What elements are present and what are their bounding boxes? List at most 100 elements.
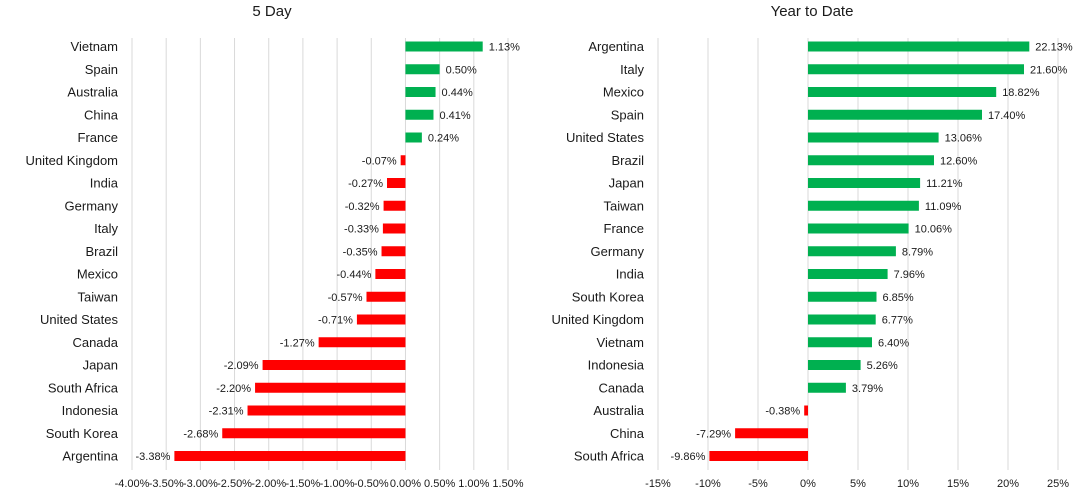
five-day-bar (400, 155, 406, 166)
five-day-category-label: Japan (83, 358, 118, 373)
ytd-data-label: 6.85% (883, 292, 914, 304)
five-day-category-label: Vietnam (71, 39, 118, 54)
five-day-data-label: -3.38% (136, 451, 171, 463)
five-day-tick-label: -2.00% (251, 478, 286, 490)
five-day-category-label: China (84, 107, 119, 122)
five-day-category-label: South Korea (46, 426, 119, 441)
ytd-bar (808, 41, 1030, 52)
ytd-data-label: 17.40% (988, 110, 1026, 122)
ytd-data-label: 18.82% (1002, 87, 1040, 99)
five-day-category-label: Italy (94, 221, 118, 236)
ytd-category-label: United States (566, 130, 645, 145)
five-day-chart: 5 Day Vietnam 1.13% Spain 0.50% Australia 0.44… (26, 3, 524, 490)
ytd-category-label: China (610, 426, 645, 441)
five-day-bar (386, 178, 406, 188)
ytd-data-label: -7.29% (696, 428, 731, 440)
ytd-bar (808, 291, 877, 302)
ytd-category-label: South Africa (574, 449, 645, 464)
five-day-data-label: -0.27% (348, 178, 383, 190)
ytd-bar (808, 337, 872, 348)
five-day-tick-label: -1.50% (285, 478, 320, 490)
ytd-bar (808, 109, 982, 120)
five-day-tick-label: -3.00% (183, 478, 218, 490)
ytd-bar (808, 132, 939, 143)
five-day-data-label: -2.68% (183, 428, 218, 440)
five-day-data-label: -2.31% (209, 406, 244, 418)
five-day-bar (174, 451, 406, 461)
five-day-chart-title: 5 Day (252, 3, 292, 20)
five-day-bar (247, 405, 406, 416)
ytd-category-label: Italy (620, 62, 644, 77)
ytd-bar (808, 155, 934, 166)
five-day-category-label: Mexico (77, 267, 118, 282)
ytd-bar (808, 223, 909, 234)
ytd-bar (808, 178, 921, 188)
five-day-category-label: France (78, 130, 118, 145)
five-day-data-label: -0.33% (344, 224, 379, 236)
ytd-category-label: Japan (609, 176, 644, 191)
five-day-data-label: 0.44% (442, 87, 473, 99)
ytd-data-label: 6.77% (882, 315, 913, 327)
five-day-bar (405, 41, 483, 52)
five-day-tick-label: 0.50% (424, 478, 455, 490)
ytd-bar (808, 246, 896, 257)
ytd-data-label: -9.86% (671, 451, 706, 463)
ytd-data-label: 3.79% (852, 383, 883, 395)
five-day-bar (318, 337, 406, 348)
five-day-bar (356, 314, 406, 325)
five-day-data-label: -0.44% (337, 269, 372, 281)
ytd-data-label: 11.09% (925, 201, 962, 213)
five-day-bar (381, 246, 406, 257)
ytd-bar (808, 87, 997, 97)
five-day-tick-label: -4.00% (115, 478, 150, 490)
five-day-category-label: United Kingdom (26, 153, 119, 168)
five-day-bar (382, 223, 406, 234)
ytd-category-label: South Korea (572, 289, 645, 304)
ytd-category-label: Germany (591, 244, 645, 259)
five-day-tick-label: 1.50% (492, 478, 523, 490)
ytd-data-label: 12.60% (940, 155, 978, 167)
ytd-tick-label: 25% (1047, 478, 1069, 490)
ytd-category-label: Australia (593, 403, 644, 418)
five-day-category-label: Spain (85, 62, 118, 77)
ytd-category-label: Vietnam (597, 335, 644, 350)
ytd-tick-label: 5% (850, 478, 866, 490)
ytd-chart-title: Year to Date (771, 3, 854, 20)
ytd-category-label: United Kingdom (552, 312, 645, 327)
ytd-tick-label: -5% (748, 478, 768, 490)
ytd-category-label: Brazil (611, 153, 644, 168)
five-day-category-label: South Africa (48, 380, 119, 395)
five-day-tick-label: -3.50% (149, 478, 184, 490)
ytd-category-label: Taiwan (604, 198, 644, 213)
ytd-tick-label: 15% (947, 478, 969, 490)
five-day-tick-label: -2.50% (217, 478, 252, 490)
ytd-data-label: 21.60% (1030, 64, 1068, 76)
five-day-data-label: -2.20% (216, 383, 251, 395)
five-day-data-label: -0.35% (343, 246, 378, 258)
ytd-bar (808, 314, 876, 325)
ytd-data-label: 8.79% (902, 246, 933, 258)
five-day-data-label: -1.27% (280, 337, 315, 349)
five-day-category-label: Indonesia (62, 403, 119, 418)
five-day-category-label: Brazil (85, 244, 118, 259)
five-day-bar (255, 382, 406, 393)
five-day-data-label: -2.09% (224, 360, 259, 372)
ytd-bar (808, 200, 919, 211)
five-day-bar (405, 132, 422, 143)
five-day-category-label: Argentina (62, 449, 118, 464)
year-to-date-chart: Year to Date Argentina 22.13% Italy 21.60% Me… (552, 3, 1073, 490)
five-day-tick-label: -0.50% (354, 478, 389, 490)
ytd-bar (804, 405, 808, 416)
five-day-tick-label: -1.00% (320, 478, 355, 490)
ytd-category-label: Mexico (603, 85, 644, 100)
ytd-category-label: Spain (611, 107, 644, 122)
ytd-bar (808, 64, 1024, 75)
ytd-data-label: 6.40% (878, 337, 909, 349)
five-day-bar (262, 360, 406, 370)
ytd-tick-label: -10% (695, 478, 721, 490)
five-day-tick-label: 1.00% (458, 478, 489, 490)
five-day-data-label: 0.41% (439, 110, 470, 122)
ytd-category-label: France (604, 221, 644, 236)
ytd-data-label: 7.96% (894, 269, 925, 281)
